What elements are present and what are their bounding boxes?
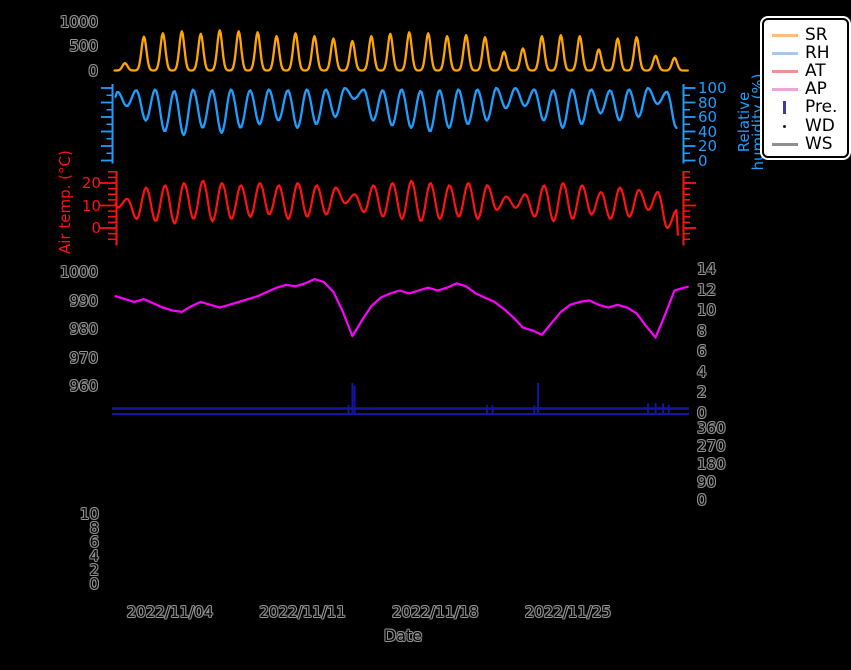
rh-axis-left: [101, 84, 114, 164]
at-axis-left: [99, 171, 118, 246]
at-tick-label: 0: [91, 219, 101, 237]
pre-tick-label: 4: [89, 547, 99, 565]
wd-tick-label: 270: [697, 437, 726, 455]
ap-line-swatch: [771, 88, 798, 92]
legend-item-at: AT: [764, 62, 847, 80]
sr-tick-label: 1000: [59, 12, 98, 31]
ap-tick-label: 970: [69, 348, 98, 367]
sr-tick-label: 500: [69, 37, 98, 55]
legend-item-ap: AP: [764, 81, 847, 99]
wd-tick-label: 0: [697, 491, 707, 509]
at-curve: [114, 179, 679, 236]
legend-item-ws: WS: [764, 135, 847, 153]
sr-curve: [113, 29, 689, 72]
x-tick-label: 2022/11/11: [259, 603, 346, 621]
legend-item-wd: WD: [764, 117, 847, 135]
pre-tick-label: 10: [79, 505, 99, 523]
wd-tick-label: 180: [697, 455, 726, 473]
ws-tick-label: 4: [697, 362, 707, 381]
x-tick-label: 2022/11/25: [524, 603, 612, 621]
pre-tick-label: 2: [89, 561, 99, 579]
legend-label-ws: WS: [805, 133, 833, 154]
at-axis-title: Air temp. (°C): [56, 150, 74, 254]
rh-curve: [114, 86, 678, 137]
at-axis-right: [682, 171, 696, 246]
pre-spikes: [347, 383, 670, 414]
legend-item-pre: Pre.: [764, 99, 847, 117]
ap-tick-label: 1000: [59, 263, 98, 281]
rh-tick-label: 0: [698, 151, 708, 170]
x-axis-title: Date: [383, 626, 423, 645]
wd-tick-label: 360: [697, 419, 726, 437]
ap-tick-label: 960: [69, 377, 98, 395]
rh-line-swatch: [771, 51, 798, 55]
pre-tick-label: 6: [89, 533, 99, 551]
x-tick-label: 2022/11/04: [126, 603, 214, 621]
at-tick-label: 10: [81, 196, 101, 215]
legend-box: SR RH AT AP Pre. WD WS: [762, 18, 849, 158]
ap-tick-label: 990: [69, 291, 98, 310]
wd-dot-swatch: [771, 124, 798, 128]
rh-tick-label: 100: [698, 79, 727, 97]
ws-tick-label: 12: [697, 280, 717, 299]
ap-tick-label: 980: [69, 320, 98, 338]
ws-tick-label: 10: [697, 301, 717, 319]
legend-label-pre: Pre.: [805, 97, 838, 118]
x-tick-label: 2022/11/18: [392, 603, 479, 621]
rh-axis-title: Relative humidity (%): [735, 70, 767, 174]
legend-label-at: AT: [805, 60, 826, 81]
legend-item-rh: RH: [764, 44, 847, 62]
sr-line-swatch: [771, 33, 798, 37]
ws-tick-label: 6: [697, 342, 707, 360]
rh-tick-label: 20: [698, 137, 718, 155]
rh-tick-label: 80: [698, 93, 718, 112]
legend-label-rh: RH: [805, 42, 830, 63]
ap-curve: [114, 278, 689, 339]
legend-item-sr: SR: [764, 26, 847, 44]
sr-tick-label: 0: [88, 61, 98, 80]
pre-tick-label: 0: [89, 575, 99, 593]
legend-label-ap: AP: [805, 79, 827, 100]
ws-tick-label: 0: [697, 403, 707, 422]
legend-label-wd: WD: [805, 115, 835, 136]
ws-tick-label: 8: [697, 321, 707, 340]
pre-bar-swatch: [771, 101, 798, 115]
rh-tick-label: 60: [698, 108, 718, 126]
at-line-swatch: [771, 69, 798, 73]
wd-tick-label: 90: [697, 473, 717, 491]
ws-tick-label: 14: [697, 260, 717, 278]
legend-label-sr: SR: [805, 24, 828, 45]
at-tick-label: 20: [81, 174, 101, 192]
rh-axis-right: [682, 84, 696, 164]
rh-tick-label: 40: [698, 122, 718, 141]
ws-line-swatch: [771, 142, 798, 146]
pre-tick-label: 8: [89, 519, 99, 537]
ws-tick-label: 2: [697, 383, 707, 401]
